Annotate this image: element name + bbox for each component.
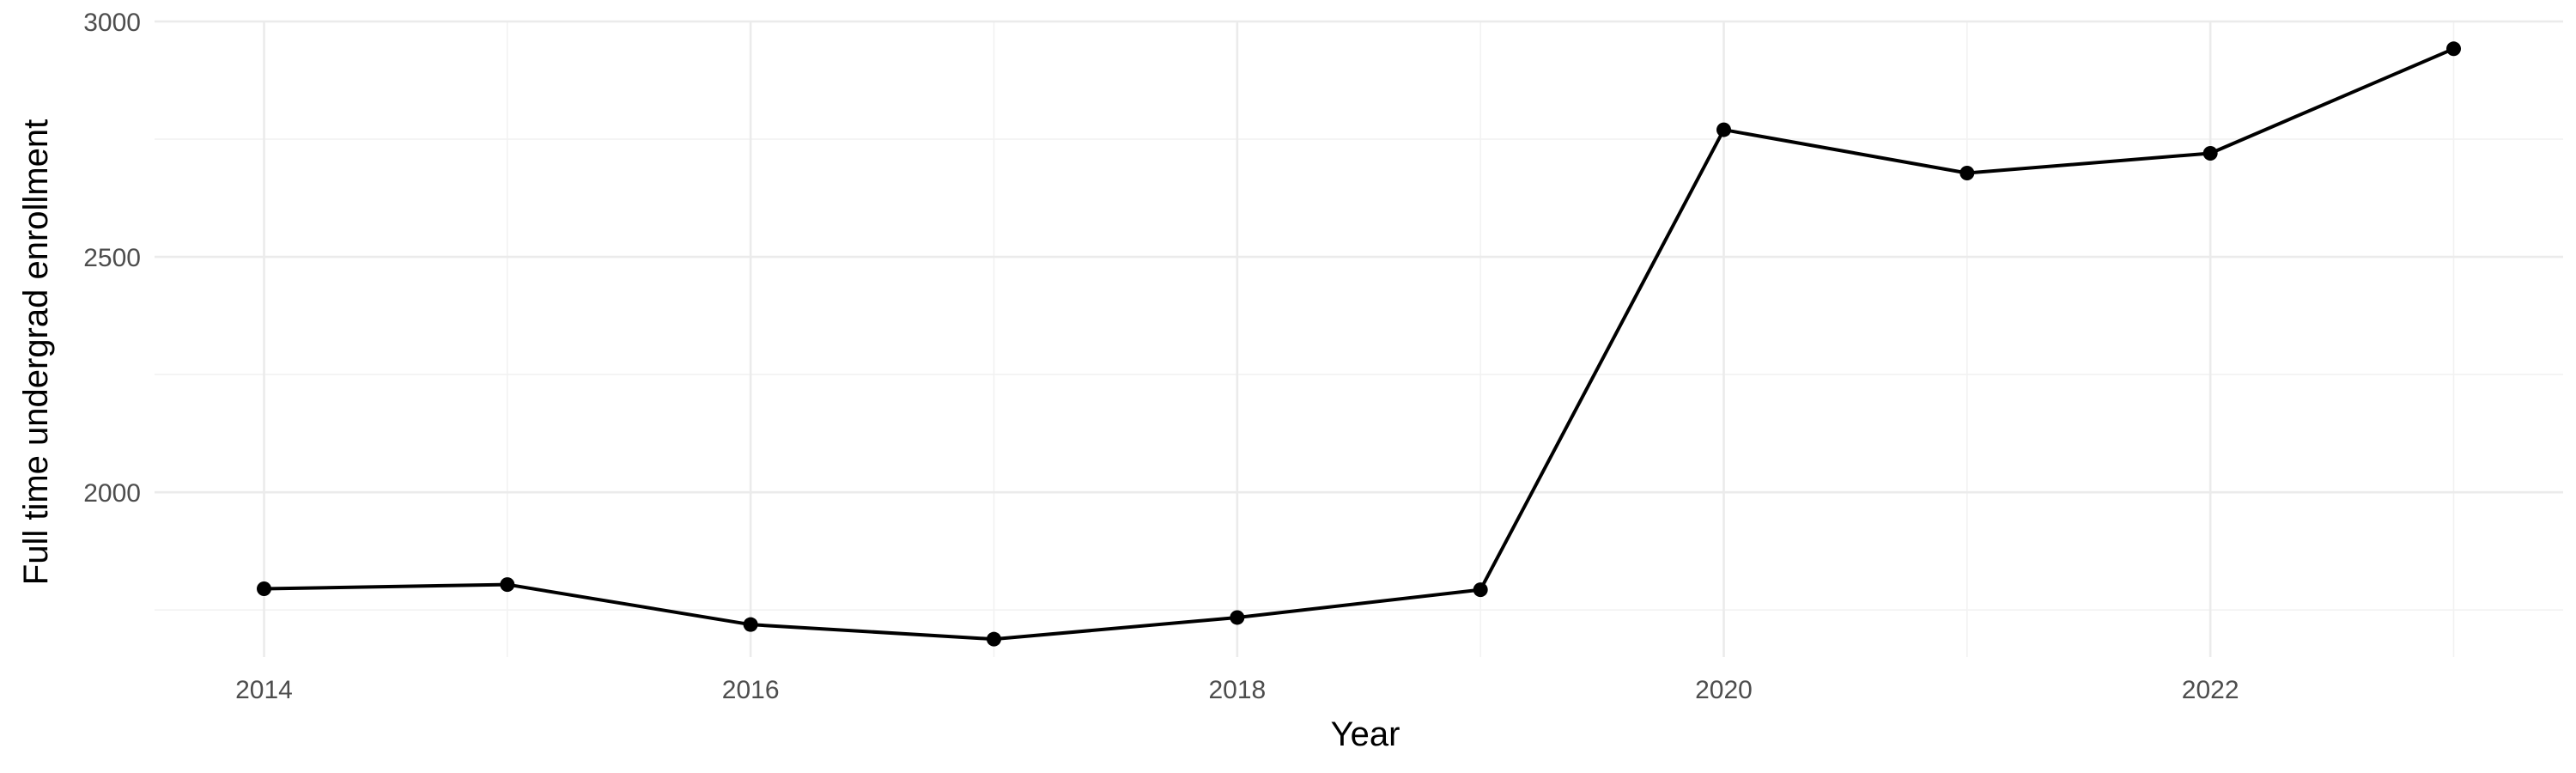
- x-tick-label: 2018: [1208, 676, 1266, 704]
- y-axis-title: Full time undergrad enrollment: [17, 119, 55, 585]
- x-tick-label: 2020: [1695, 676, 1753, 704]
- data-point: [2202, 145, 2218, 161]
- y-tick-label: 2500: [83, 244, 141, 272]
- series-layer: [264, 46, 2455, 642]
- data-point: [2446, 41, 2461, 57]
- data-point: [1959, 166, 1975, 181]
- data-point: [987, 631, 1001, 647]
- tick-layer: 2014 2016 2018 2020 2022 2000 2500 3000: [83, 9, 2239, 704]
- x-tick-label: 2022: [2182, 676, 2239, 704]
- x-tick-label: 2014: [235, 676, 293, 704]
- points-layer: [257, 41, 2461, 647]
- y-tick-label: 2000: [83, 479, 141, 508]
- x-tick-label: 2016: [722, 676, 780, 704]
- data-point: [257, 581, 271, 597]
- data-point: [1230, 610, 1245, 625]
- data-point: [743, 617, 758, 632]
- series-line: [264, 46, 2455, 642]
- x-axis-title: Year: [1331, 715, 1400, 753]
- grid-layer: [155, 20, 2563, 657]
- data-point: [1473, 582, 1488, 598]
- data-point: [1716, 122, 1731, 137]
- y-tick-label: 3000: [83, 9, 141, 37]
- data-point: [500, 577, 515, 593]
